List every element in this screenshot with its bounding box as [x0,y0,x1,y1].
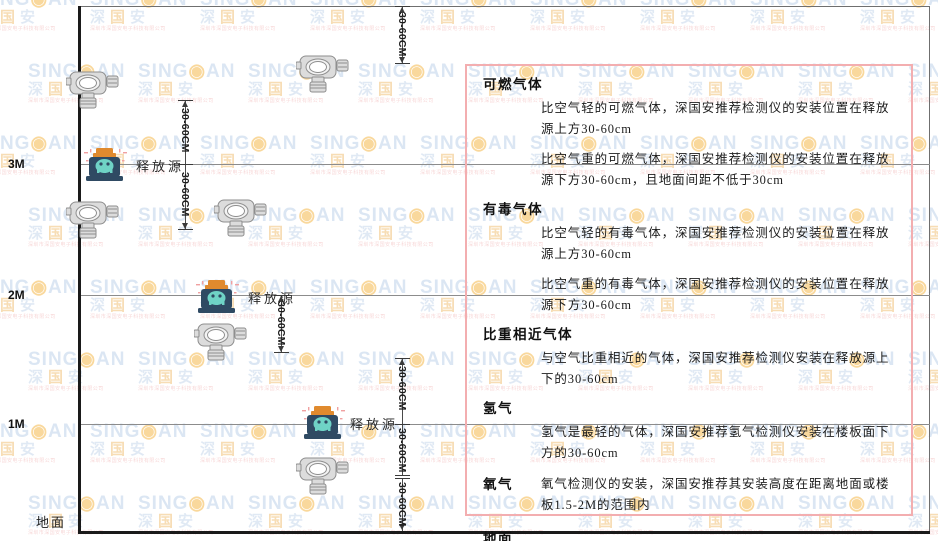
level-line-1m [80,424,930,425]
panel-section: 氢气氢气是最轻的气体，深国安推荐氢气检测仪安装在楼板面下方的30-60cm [483,400,897,464]
panel-section: 可燃气体比空气轻的可燃气体，深国安推荐检测仪的安装位置在释放源上方30-60cm… [483,76,897,191]
gas-detector-icon [65,66,122,110]
release-source-label: 释放源 [136,159,185,174]
gas-detector-icon [65,196,122,240]
dimension-label: 30-60CM [179,108,191,153]
panel-section-title: 氢气 [483,401,513,416]
panel-paragraph: 氢气是最轻的气体，深国安推荐氢气检测仪安装在楼板面下方的30-60cm [541,425,890,460]
dimension-label: 30-60CM [179,172,191,217]
level-label-1m: 1M [8,417,25,431]
panel-section-title: 氧气 [483,477,513,492]
panel-section: 有毒气体比空气轻的有毒气体，深国安推荐检测仪的安装位置在释放源上方30-60cm… [483,201,897,316]
panel-section-title: 地面 [483,531,513,541]
panel-section: 比重相近气体与空气比重相近的气体，深国安推荐检测仪安装在释放源上下的30-60c… [483,326,897,390]
info-panel: 可燃气体比空气轻的可燃气体，深国安推荐检测仪的安装位置在释放源上方30-60cm… [465,64,913,541]
frame-top [78,6,930,7]
frame-right [929,6,930,533]
panel-section-title: 比重相近气体 [483,327,573,342]
dimension-label: 30-60CM [396,482,408,527]
panel-paragraph: 与空气比重相近的气体，深国安推荐检测仪安装在释放源上下的30-60cm [541,351,890,386]
level-line-2m [80,295,930,296]
gas-detector-icon [213,194,270,238]
panel-paragraph: 比空气重的有毒气体，深国安推荐检测仪的安装位置在释放源下方30-60cm [541,277,890,312]
gas-detector-icon [295,452,352,496]
panel-section-title: 有毒气体 [483,202,543,217]
dimension-label: 30-60CM [396,366,408,411]
dimension-label: 30-60CM [396,12,408,57]
release-source-label: 释放源 [248,291,297,306]
ground-label: 地面 [36,515,67,530]
panel-inline-section: 氧气 氧气检测仪的安装，深国安推荐其安装高度在距离地面或楼板1.5-2M的范围内 [483,474,897,516]
release-source-icon [84,148,128,184]
panel-paragraph: 比空气轻的可燃气体，深国安推荐检测仪的安装位置在释放源上方30-60cm [541,101,890,136]
dimension-label: 30-60CM [396,428,408,473]
release-source-label: 释放源 [350,417,399,432]
panel-paragraph: 氧气检测仪的安装，深国安推荐其安装高度在距离地面或楼板1.5-2M的范围内 [541,477,890,512]
panel-section: 地面检测仪地面间距，深国安推荐在30-60cm，且不得小于30cm，因为过低容易… [483,530,897,541]
release-source-icon [196,280,240,316]
panel-section-title: 可燃气体 [483,77,543,92]
level-label-2m: 2M [8,288,25,302]
gas-detector-icon [295,50,352,94]
panel-paragraph: 比空气重的可燃气体，深国安推荐检测仪的安装位置在释放源下方30-60cm，且地面… [541,152,890,187]
ground-axis [78,531,930,534]
dimension-label: 30-60CM [275,301,287,346]
vertical-axis [78,6,81,531]
gas-detector-icon [193,318,250,362]
panel-paragraph: 比空气轻的有毒气体，深国安推荐检测仪的安装位置在释放源上方30-60cm [541,226,890,261]
release-source-icon [302,406,346,442]
level-label-3m: 3M [8,157,25,171]
level-line-3m [80,164,930,165]
